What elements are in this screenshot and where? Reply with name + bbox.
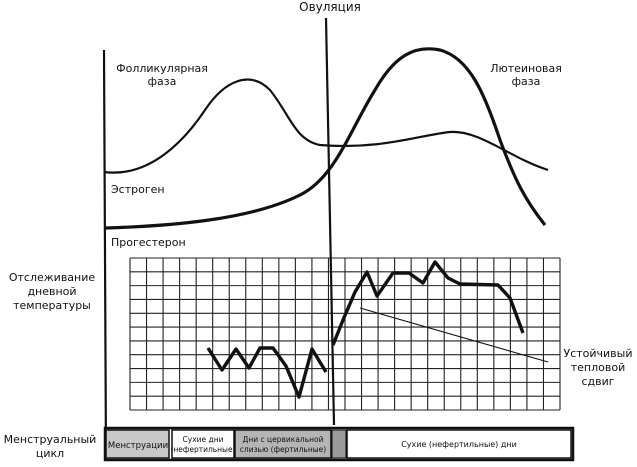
fertile-days-label-2: слизью (фертильные) bbox=[240, 445, 327, 454]
main-vertical-axis bbox=[102, 49, 108, 461]
segment-dry-days-2 bbox=[346, 429, 572, 459]
segment-dry-days-1 bbox=[171, 429, 235, 459]
cycle-bar bbox=[103, 426, 575, 462]
progesterone-curve bbox=[105, 47, 547, 230]
segment-fertile bbox=[234, 429, 332, 459]
temperature-tracking-label-3: температуры bbox=[13, 299, 91, 312]
thermal-shift-label-3: сдвиг bbox=[581, 375, 614, 388]
estrogen-curve bbox=[103, 78, 549, 174]
estrogen-label: Эстроген bbox=[111, 183, 165, 196]
progesterone-label: Прогестерон bbox=[111, 236, 186, 249]
menstruation-segment-label: Менструации bbox=[108, 441, 168, 451]
thermal-shift-pointer bbox=[359, 307, 549, 363]
temperature-line-post-ovulation bbox=[331, 260, 525, 346]
dry-days-1-label-2: (нефертильные) bbox=[170, 445, 235, 454]
follicular-phase-label-1: Фолликулярная bbox=[116, 62, 208, 75]
temperature-tracking-label-2: дневной bbox=[27, 285, 76, 298]
ovulation-label: Овуляция bbox=[299, 0, 361, 14]
temperature-tracking-label-1: Отслеживание bbox=[9, 271, 96, 284]
menstrual-cycle-label-2: цикл bbox=[36, 447, 64, 460]
dry-days-1-label-1: Сухие дни bbox=[183, 435, 224, 444]
menstrual-cycle-label-1: Менструальный bbox=[4, 433, 97, 446]
thermal-shift-label-2: тепловой bbox=[571, 361, 626, 374]
luteal-phase-label-2: фаза bbox=[512, 75, 541, 88]
follicular-phase-label-2: фаза bbox=[148, 75, 177, 88]
temperature-grid bbox=[129, 257, 561, 411]
segment-transition bbox=[331, 429, 347, 459]
ovulation-line bbox=[324, 17, 336, 426]
segment-menstruation bbox=[105, 429, 170, 459]
dry-days-2-label: Сухие (нефертильные) дни bbox=[401, 440, 517, 449]
temperature-line bbox=[206, 346, 328, 399]
fertile-days-label-1: Дни с цервикальной bbox=[242, 435, 323, 444]
luteal-phase-label-1: Лютеиновая bbox=[490, 62, 562, 75]
thermal-shift-label-1: Устойчивый bbox=[563, 347, 632, 360]
